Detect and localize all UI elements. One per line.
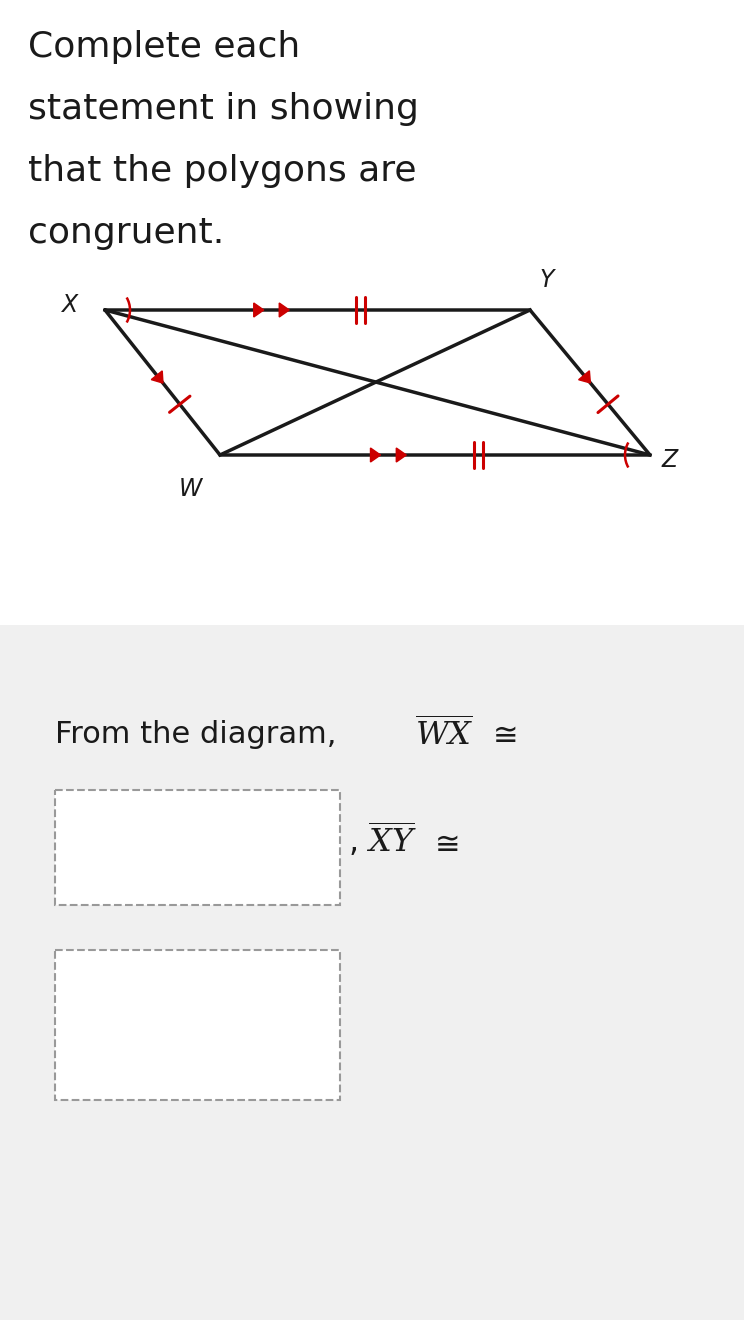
Text: W: W (179, 477, 202, 502)
Text: ≅: ≅ (493, 722, 519, 751)
Polygon shape (397, 447, 406, 462)
Text: congruent.: congruent. (28, 216, 224, 249)
Text: From the diagram,: From the diagram, (55, 719, 336, 748)
Bar (0, 624, 744, 1320)
Polygon shape (371, 447, 380, 462)
Polygon shape (151, 371, 163, 383)
Text: Z: Z (662, 447, 678, 473)
Text: X: X (61, 293, 77, 317)
Polygon shape (579, 371, 591, 383)
Polygon shape (254, 304, 264, 317)
Text: Y: Y (540, 268, 554, 292)
Text: Complete each: Complete each (28, 30, 301, 63)
Text: $\overline{WX}$: $\overline{WX}$ (415, 718, 474, 754)
Bar (55, 950, 340, 1100)
Text: , $\overline{XY}$: , $\overline{XY}$ (348, 820, 417, 859)
Text: statement in showing: statement in showing (28, 92, 419, 125)
Text: that the polygons are: that the polygons are (28, 154, 417, 187)
Text: ≅: ≅ (435, 832, 461, 861)
Bar (55, 789, 340, 906)
Polygon shape (279, 304, 289, 317)
